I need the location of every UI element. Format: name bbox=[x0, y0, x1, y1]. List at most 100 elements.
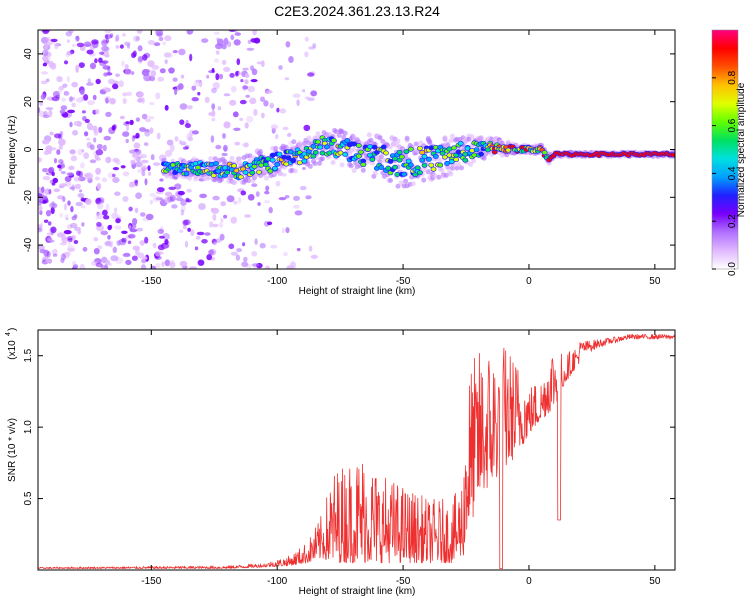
spectrogram-noise-cell bbox=[194, 79, 201, 87]
spectrogram-noise-cell bbox=[95, 197, 102, 205]
spectrogram-signal-halo bbox=[291, 139, 297, 145]
spectrogram-noise-cell bbox=[247, 39, 252, 45]
spectrogram-noise-cell bbox=[212, 82, 220, 90]
spectrogram-noise-cell bbox=[67, 239, 71, 246]
spectrogram-noise-cell bbox=[105, 156, 112, 164]
spectrogram-noise-cell bbox=[223, 66, 231, 72]
spectrogram-signal-halo bbox=[307, 163, 313, 169]
spectrogram-noise-cell bbox=[122, 92, 128, 97]
spectrogram-noise-cell bbox=[276, 107, 280, 113]
spectrogram-noise-cell bbox=[38, 227, 43, 233]
spectrogram-noise-cell bbox=[247, 85, 255, 93]
spectrogram-noise-cell bbox=[56, 149, 61, 156]
spectrogram-noise-cell bbox=[103, 135, 112, 141]
spectrogram-signal-cell bbox=[355, 143, 362, 149]
spectrogram-noise-cell bbox=[101, 177, 108, 183]
spectrogram-noise-cell bbox=[83, 152, 89, 160]
spectrogram-noise-cell bbox=[304, 51, 309, 58]
spectrogram-noise-cell bbox=[105, 38, 110, 43]
spectrogram-noise-cell bbox=[38, 157, 43, 163]
spectrogram-signal-cell bbox=[462, 157, 469, 163]
spectrogram-noise-cell bbox=[218, 222, 224, 228]
spectrogram-signal-cell bbox=[330, 138, 337, 144]
spectrogram-noise-cell bbox=[265, 89, 273, 94]
spectrogram-noise-cell bbox=[75, 201, 83, 207]
spectrogram-signal-halo bbox=[413, 141, 419, 147]
snr-x-tick-label: 50 bbox=[649, 576, 661, 587]
spectrogram-noise-cell bbox=[155, 197, 163, 201]
spectrogram-noise-cell bbox=[168, 186, 176, 190]
spectrogram-noise-cell bbox=[214, 58, 220, 63]
spectrogram-noise-cell bbox=[251, 251, 258, 257]
spectrogram-noise-cell bbox=[232, 111, 239, 118]
spectrogram-signal-halo bbox=[320, 156, 325, 162]
spectrogram-noise-cell bbox=[170, 259, 175, 265]
spectrogram-noise-cell bbox=[156, 187, 165, 193]
snr-y-scale-close: ) bbox=[7, 328, 18, 331]
spectrogram-noise-cell bbox=[65, 92, 70, 96]
spectrogram-noise-cell bbox=[104, 54, 110, 58]
spectrogram-noise-cell bbox=[150, 154, 155, 161]
spectrogram-noise-cell bbox=[57, 164, 62, 169]
spectrogram-noise-cell bbox=[95, 149, 104, 156]
spectrogram-noise-cell bbox=[159, 68, 166, 74]
spectrogram-noise-cell bbox=[125, 259, 132, 266]
spectrogram-noise-cell bbox=[246, 115, 254, 123]
spectrogram-noise-cell bbox=[107, 78, 116, 85]
spectrogram-signal-halo bbox=[456, 161, 461, 167]
spectrogram-noise-cell bbox=[103, 215, 110, 220]
spectrogram-noise-cell bbox=[47, 237, 53, 242]
spectrogram-noise-cell bbox=[252, 30, 257, 36]
spectrogram-noise-cell bbox=[168, 67, 175, 74]
spectrogram-noise-cell bbox=[38, 107, 41, 113]
spectrogram-noise-cell bbox=[45, 259, 52, 263]
spectrogram-noise-cell bbox=[270, 124, 279, 130]
spectrogram-noise-cell bbox=[196, 231, 205, 236]
spectrogram-noise-cell bbox=[45, 78, 50, 83]
spectrogram-noise-cell bbox=[174, 183, 182, 190]
spectrogram-noise-cell bbox=[256, 61, 263, 65]
spectrogram-signal-halo bbox=[439, 167, 445, 173]
spectrogram-noise-cell bbox=[251, 183, 258, 188]
spectrogram-noise-cell bbox=[129, 149, 137, 154]
spectrogram-signal-halo bbox=[388, 178, 393, 183]
spectrogram-noise-cell bbox=[79, 263, 85, 269]
spectrogram-signal-cell bbox=[378, 165, 385, 171]
spectrogram-noise-cell bbox=[217, 106, 222, 111]
spectrogram-noise-cell bbox=[189, 53, 193, 62]
spectrogram-noise-cell bbox=[265, 185, 270, 192]
spectrogram-noise-cell bbox=[187, 105, 193, 110]
spectrogram-noise-cell bbox=[190, 229, 195, 237]
spectrogram-noise-cell bbox=[227, 41, 232, 48]
spectrogram-noise-cell bbox=[236, 58, 241, 66]
spectrogram-signal-cell bbox=[416, 170, 423, 176]
spectrogram-noise-cell bbox=[102, 65, 111, 70]
spectrogram-noise-cell bbox=[47, 221, 52, 226]
spectrogram-noise-cell bbox=[108, 242, 113, 248]
spectrogram-noise-cell bbox=[64, 181, 72, 187]
spectrogram-noise-cell bbox=[95, 262, 104, 268]
spectrogram-noise-cell bbox=[264, 190, 270, 195]
spectrogram-noise-cell bbox=[71, 102, 76, 108]
spectrogram-noise-cell bbox=[136, 149, 142, 155]
spectrogram-noise-cell bbox=[51, 96, 60, 102]
spectrogram-noise-cell bbox=[147, 165, 151, 172]
spectrogram-noise-cell bbox=[239, 99, 247, 105]
spectrogram-noise-cell bbox=[121, 60, 125, 67]
spectrogram-noise-cell bbox=[246, 47, 255, 51]
spectrogram-noise-cell bbox=[285, 227, 290, 234]
spectrogram-noise-cell bbox=[40, 222, 43, 228]
spectrogram-noise-cell bbox=[259, 242, 266, 249]
spectrogram-noise-cell bbox=[48, 60, 54, 68]
spectrogram-signal-halo bbox=[404, 135, 410, 141]
spectrogram-noise-cell bbox=[180, 204, 186, 213]
spectrogram-signal-cell bbox=[401, 171, 407, 177]
spectrogram-noise-cell bbox=[125, 138, 129, 144]
spectrogram-signal-halo bbox=[360, 167, 366, 173]
spectrogram-noise-cell bbox=[216, 37, 220, 41]
spectrogram-noise-cell bbox=[199, 79, 203, 88]
spectrogram-noise-cell bbox=[255, 191, 260, 198]
snr-y-label: SNR (10 * v/v) bbox=[7, 418, 18, 482]
spectrogram-noise-cell bbox=[251, 68, 258, 76]
spectrogram-noise-cell bbox=[187, 31, 192, 35]
